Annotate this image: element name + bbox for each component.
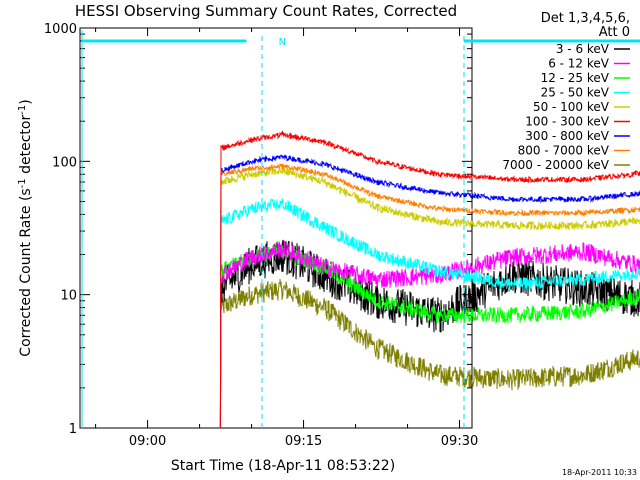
legend-label: 800 - 7000 keV <box>518 144 610 158</box>
plot-frame <box>79 27 473 429</box>
x-tick-label: 09:15 <box>285 434 322 449</box>
legend-label: 7000 - 20000 keV <box>502 158 609 172</box>
y-axis-label-main: Corrected Count Rate (s <box>18 188 34 356</box>
series-line <box>219 165 640 429</box>
legend-header-1: Det 1,3,4,5,6, <box>541 11 630 26</box>
series-line <box>219 239 640 429</box>
series-line <box>219 163 640 429</box>
y-axis-label-sup2: -1 <box>17 105 28 115</box>
y-tick-label: 1 <box>69 422 77 437</box>
legend-label: 12 - 25 keV <box>541 71 610 85</box>
legend-label: 300 - 800 keV <box>525 129 609 143</box>
x-tick-label: 09:30 <box>441 434 478 449</box>
legend-label: 25 - 50 keV <box>541 86 610 100</box>
series-line <box>219 240 640 429</box>
y-axis-label: Corrected Count Rate (s-1 detector-1) <box>17 99 34 356</box>
footer-timestamp: 18-Apr-2011 10:33 <box>562 468 637 477</box>
y-axis: 1 10 100 1000 <box>44 22 472 437</box>
x-axis-label: Start Time (18-Apr-11 08:53:22) <box>171 458 395 474</box>
marker-layer: N <box>81 30 640 428</box>
legend-label: 100 - 300 keV <box>525 115 609 129</box>
series-line <box>219 278 640 429</box>
y-tick-label: 1000 <box>44 22 77 37</box>
legend-header-2: Att 0 <box>599 25 630 40</box>
legend-label: 50 - 100 keV <box>533 100 610 114</box>
y-axis-label-sup1: -1 <box>17 178 28 188</box>
series-line <box>219 244 640 429</box>
series-line <box>219 154 640 429</box>
bar-marker-label: N <box>279 37 286 48</box>
series-line <box>219 130 640 429</box>
y-axis-label-mid: detector <box>18 115 34 179</box>
series-layer <box>219 130 640 429</box>
y-tick-label: 10 <box>60 289 77 304</box>
y-tick-label: 100 <box>52 155 77 170</box>
y-axis-label-end: ) <box>18 99 34 104</box>
x-tick-label: 09:00 <box>129 434 166 449</box>
chart-title: HESSI Observing Summary Count Rates, Cor… <box>75 2 457 20</box>
legend-label: 6 - 12 keV <box>548 57 610 71</box>
legend-label: 3 - 6 keV <box>556 42 610 56</box>
series-line <box>219 198 640 429</box>
x-axis: 09:00 09:15 09:30 <box>95 28 478 449</box>
